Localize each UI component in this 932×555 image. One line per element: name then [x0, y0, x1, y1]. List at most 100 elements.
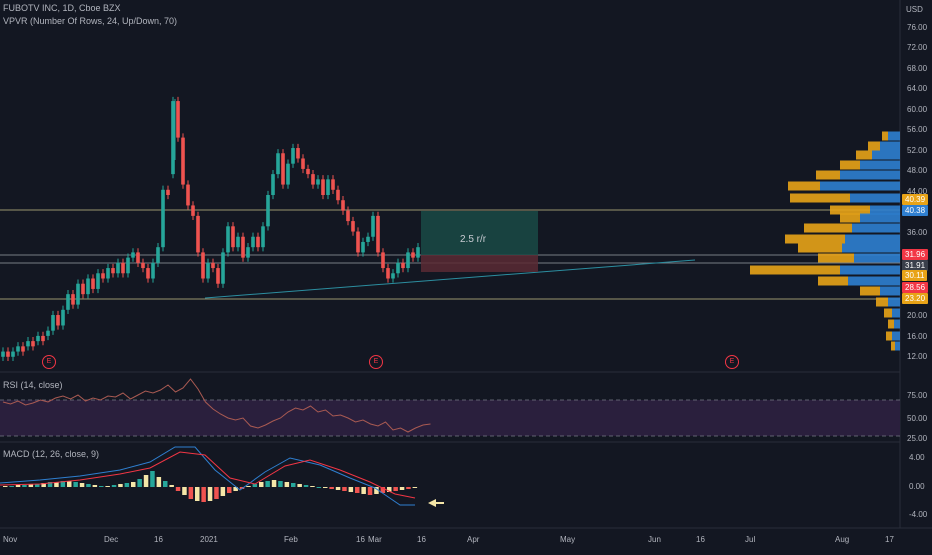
price-tick: 72.00 — [907, 43, 928, 52]
macd-histogram-bar — [271, 480, 277, 487]
macd-histogram-bar — [169, 485, 174, 487]
volume-profile-down-bar — [884, 308, 892, 318]
candle-body — [151, 262, 155, 279]
macd-histogram-bar — [105, 486, 110, 487]
candle-body — [136, 252, 140, 263]
candle-body — [256, 236, 260, 248]
macd-histogram-bar — [73, 482, 78, 487]
price-tick: 52.00 — [907, 146, 928, 155]
price-tick: 68.00 — [907, 64, 928, 73]
candle-body — [196, 215, 200, 253]
macd-histogram-bar — [259, 482, 264, 487]
price-tick: 16.00 — [907, 332, 928, 341]
candle-body — [346, 210, 350, 222]
macd-histogram-bar — [22, 485, 27, 487]
volume-profile-up-bar — [870, 205, 900, 215]
earnings-badge[interactable]: E — [369, 355, 383, 369]
candle-body — [211, 262, 215, 269]
volume-profile-up-bar — [880, 141, 900, 151]
candle-body — [91, 278, 95, 289]
candle-body — [216, 268, 220, 284]
candle-body — [36, 335, 40, 342]
macd-histogram-bar — [380, 487, 386, 493]
macd-histogram-bar — [143, 475, 149, 487]
volume-profile-down-bar — [790, 193, 850, 203]
macd-histogram-bar — [297, 484, 302, 487]
risk-reward-label[interactable]: 2.5 r/r — [460, 234, 487, 245]
candle-body — [206, 262, 210, 279]
volume-profile-up-bar — [894, 319, 900, 329]
price-tick: 12.00 — [907, 352, 928, 361]
time-label: Apr — [467, 535, 480, 544]
macd-histogram-bar — [201, 487, 206, 502]
candle-body — [266, 195, 270, 227]
macd-histogram-bar — [79, 483, 85, 487]
candle-body — [61, 309, 65, 326]
volume-profile-up-bar — [860, 160, 900, 170]
candle-body — [276, 153, 280, 175]
macd-histogram-bar — [246, 486, 251, 487]
candle-body — [41, 335, 45, 342]
candle-body — [46, 330, 50, 336]
candle-body — [316, 179, 320, 185]
candle-body — [86, 278, 90, 295]
volume-profile-up-bar — [892, 308, 900, 318]
volume-profile-up-bar — [852, 223, 900, 233]
rsi-tick: 75.00 — [907, 391, 928, 400]
time-label: 16 — [417, 535, 426, 544]
macd-histogram-bar — [28, 484, 34, 487]
candle-body — [271, 174, 275, 195]
earnings-badge[interactable]: E — [42, 355, 56, 369]
macd-histogram-bar — [137, 479, 142, 487]
candle-body — [176, 101, 180, 138]
price-tick: 64.00 — [907, 84, 928, 93]
candle-body — [376, 215, 380, 253]
price-tick: 36.00 — [907, 228, 928, 237]
macd-histogram-bar — [60, 481, 66, 487]
macd-histogram-bar — [310, 486, 315, 487]
candle-body — [301, 158, 305, 169]
candle-body — [371, 215, 375, 237]
macd-histogram-bar — [252, 484, 258, 487]
candle-body — [311, 174, 315, 185]
price-label: 30.11 — [902, 270, 928, 281]
price-tick: 76.00 — [907, 23, 928, 32]
candle-body — [406, 252, 410, 269]
candle-body — [251, 236, 255, 248]
macd-histogram-bar — [207, 487, 213, 501]
macd-histogram-bar — [412, 487, 418, 488]
volume-profile-down-bar — [830, 205, 870, 215]
volume-profile-up-bar — [854, 253, 900, 263]
macd-histogram-bar — [367, 487, 373, 495]
volume-profile-down-bar — [891, 341, 895, 351]
candle-body — [141, 262, 145, 269]
vpvr-indicator-title[interactable]: VPVR (Number Of Rows, 24, Up/Down, 70) — [3, 16, 178, 26]
volume-profile-down-bar — [886, 331, 892, 341]
macd-histogram-bar — [355, 487, 360, 493]
candle-body — [111, 268, 115, 274]
candle-body — [281, 153, 285, 185]
candle-body — [226, 226, 230, 253]
macd-histogram-bar — [303, 485, 309, 487]
candle-body — [81, 283, 85, 295]
candle-body — [246, 247, 250, 258]
volume-profile-up-bar — [895, 341, 900, 351]
candle-body — [221, 252, 225, 284]
candle-body — [26, 341, 30, 347]
macd-title[interactable]: MACD (12, 26, close, 9) — [3, 449, 100, 459]
macd-histogram-bar — [393, 487, 398, 491]
candle-body — [181, 137, 185, 185]
candle-body — [11, 351, 15, 357]
rsi-line — [2, 378, 431, 433]
candle-body — [361, 241, 365, 253]
macd-histogram-bar — [291, 483, 296, 487]
macd-histogram-bar — [188, 487, 194, 499]
candle-body — [356, 231, 360, 253]
volume-profile-down-bar — [888, 319, 894, 329]
candle-body — [156, 247, 160, 263]
macd-histogram-bar — [175, 487, 181, 491]
rsi-title[interactable]: RSI (14, close) — [3, 380, 63, 390]
earnings-badge[interactable]: E — [725, 355, 739, 369]
macd-line — [0, 446, 415, 506]
